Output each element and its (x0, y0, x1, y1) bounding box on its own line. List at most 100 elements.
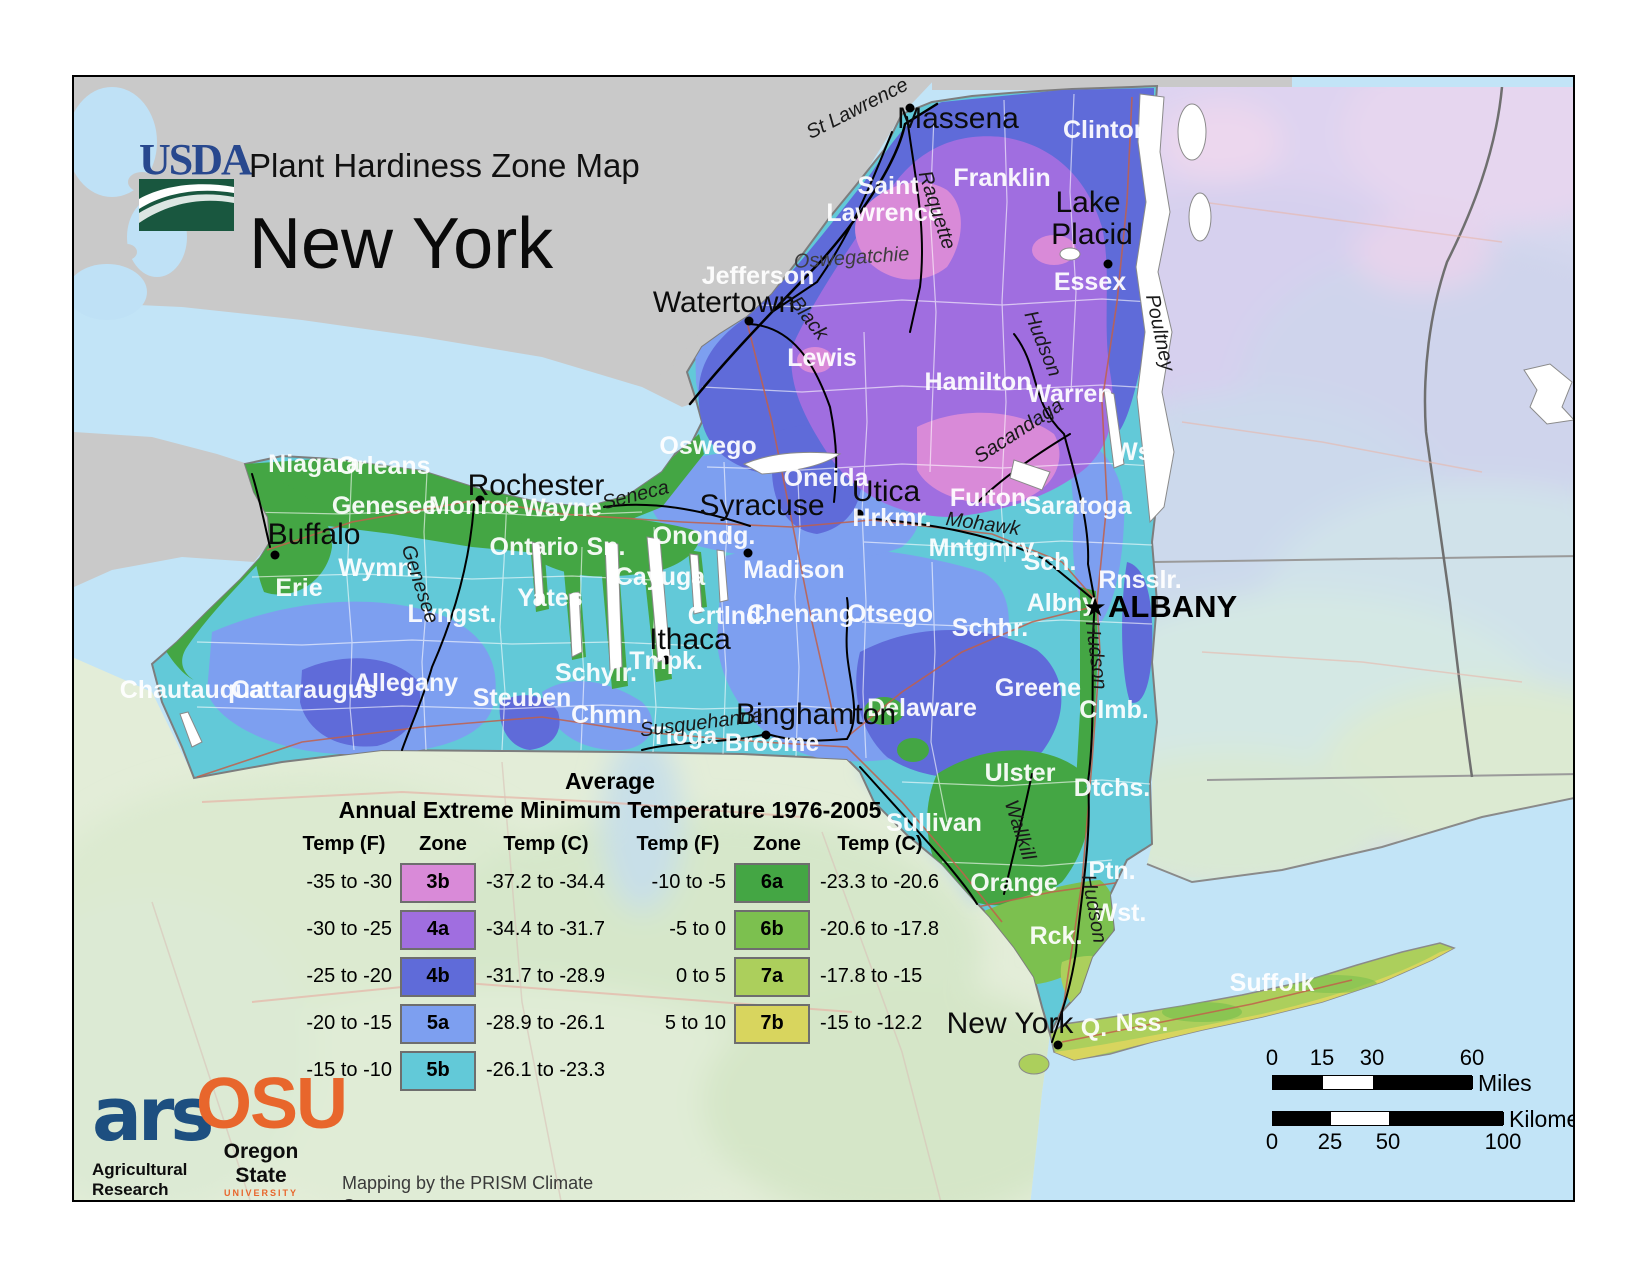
legend-temp-c: -31.7 to -28.9 (486, 965, 605, 987)
city-dot-rochester (475, 495, 485, 505)
county-label-cayuga: Cayuga (615, 563, 706, 591)
legend-title-line1: Average (565, 768, 655, 794)
county-label-saratoga: Saratoga (1025, 492, 1133, 520)
scale-tick-kilometers-25: 25 (1317, 1129, 1343, 1154)
legend-row-zone-7a: 0 to 5 7a -17.8 to -15 (622, 953, 940, 1000)
legend-swatch-6a: 6a (734, 862, 810, 903)
scale-label-kilometers: Kilometers (1509, 1106, 1573, 1132)
scale-bar-track (1272, 1075, 1473, 1090)
county-label-tioga: Tioga (651, 722, 718, 750)
legend-temp-f: 0 to 5 (675, 965, 726, 987)
county-label-genesee: Genesee (332, 492, 436, 520)
county-label-monroe: Monroe (429, 492, 519, 520)
city-label-placid: Placid (1051, 218, 1133, 251)
legend-swatch-7b: 7b (734, 1003, 810, 1044)
ars-line-3: Service (92, 1199, 187, 1200)
scale-bar-track (1272, 1111, 1504, 1126)
connecticut-coastline (1146, 797, 1573, 884)
city-label-new-york: New York (947, 1007, 1075, 1040)
county-label-suffolk: Suffolk (1230, 969, 1315, 997)
legend-swatch-7a: 7a (734, 956, 810, 997)
city-dot-watertown (744, 316, 754, 326)
county-label-greene: Greene (995, 674, 1081, 702)
county-label-orange: Orange (970, 869, 1058, 897)
county-label-oswego: Oswego (659, 432, 756, 460)
legend-swatch-5b: 5b (400, 1050, 476, 1091)
legend-row-zone-5a: -20 to -15 5a -28.9 to -26.1 (288, 1000, 606, 1047)
legend-title-line2: Annual Extreme Minimum Temperature 1976-… (338, 796, 882, 823)
county-label-lvngst: Lvngst. (408, 600, 497, 628)
county-label-delaware: Delaware (867, 694, 977, 722)
rivers (251, 102, 1096, 1043)
county-label-wst: Wst. (1094, 899, 1147, 927)
legend-column-right: Temp (F) Zone Temp (C) -10 to -5 6a -23.3 to … (622, 829, 940, 1047)
city-label-syracuse: Syracuse (699, 489, 824, 522)
county-label-crtlnd: Crtlnd. (688, 602, 769, 630)
legend-temp-c: -23.3 to -20.6 (820, 871, 939, 893)
county-label-schhr: Schhr. (952, 614, 1028, 642)
county-label-franklin: Franklin (953, 164, 1050, 192)
legend-row-zone-6b: -5 to 0 6b -20.6 to -17.8 (622, 906, 940, 953)
city-dots-layer (270, 103, 1113, 1050)
county-label-clinton: Clinton (1063, 116, 1149, 144)
city-label-lake: Lake (1055, 186, 1120, 219)
county-label-ontario: Ontario (490, 533, 579, 561)
legend-row-zone-7b: 5 to 10 7b -15 to -12.2 (622, 1000, 940, 1047)
mapping-credit: Mapping by the PRISM Climate Group Orego… (342, 1172, 644, 1200)
osu-wordmark: OSU (196, 1064, 348, 1144)
ars-name: Agricultural Research Service (92, 1160, 188, 1200)
county-label-broome: Broome (725, 729, 820, 757)
scale-tick-miles-15: 15 (1309, 1045, 1335, 1070)
legend-temp-c: -28.9 to -26.1 (486, 1012, 605, 1034)
legend-temp-c: -26.1 to -23.3 (486, 1059, 605, 1081)
county-label-fulton: Fulton (950, 484, 1026, 512)
usda-green-swoosh-icon (139, 179, 234, 232)
city-label-watertown: Watertown (653, 286, 795, 319)
county-label-hrkmr: Hrkmr. (852, 504, 931, 532)
legend: Average Annual Extreme Minimum Temperatu… (270, 767, 950, 1091)
legend-header-temp-f: Temp (F) (302, 832, 386, 855)
county-label-clmb: Clmb. (1079, 696, 1148, 724)
star-label-: ★ (1083, 592, 1106, 622)
scale-tick-kilometers-50: 50 (1375, 1129, 1401, 1154)
scale-bar-segment (1273, 1076, 1323, 1089)
county-label-wymn: Wymn. (338, 554, 420, 582)
ars-logo-icon: ars (92, 1072, 215, 1158)
scale-tick-kilometers-100: 100 (1484, 1129, 1522, 1154)
county-label-allegany: Allegany (354, 669, 458, 697)
county-label-warren: Warren (1027, 380, 1112, 408)
city-label-massena: Massena (897, 102, 1019, 135)
county-label-niagara: Niagara (268, 450, 361, 478)
county-label-sch: Sch. (1024, 548, 1077, 576)
scale-label-miles: Miles (1478, 1070, 1532, 1096)
scale-bar-segment (1273, 1112, 1331, 1125)
ars-line-1: Agricultural (92, 1160, 188, 1179)
legend-temp-c: -15 to -12.2 (820, 1012, 923, 1034)
city-dot-lake-placid (1103, 259, 1113, 269)
county-label-wsh: Wsh. (1114, 438, 1174, 466)
capital-label-albany: ALBANY (1108, 589, 1237, 624)
legend-header-zone: Zone (753, 832, 801, 855)
county-label-hamilton: Hamilton (925, 368, 1032, 396)
county-label-yates: Yates (517, 584, 582, 612)
county-label-mntgmry: Mntgmry. (929, 534, 1040, 562)
county-label-nss: Nss. (1116, 1009, 1169, 1037)
scale-bar-segment (1323, 1076, 1373, 1089)
county-label-sullivan: Sullivan (886, 809, 982, 837)
county-label-tmpk: Tmpk. (629, 647, 703, 675)
scale-bar-segment (1331, 1112, 1389, 1125)
city-dot-syracuse (743, 548, 753, 558)
osu-logo: OSU Oregon State UNIVERSITY (196, 1064, 348, 1199)
county-label-ptn: Ptn. (1088, 857, 1135, 885)
legend-temp-f: -10 to -5 (651, 871, 726, 893)
county-label-dtchs: Dtchs. (1074, 774, 1150, 802)
legend-temp-c: -37.2 to -34.4 (486, 871, 605, 893)
scale-bar-miles: 0 15 30 60 Miles (1182, 1045, 1573, 1103)
city-label-binghamton: Binghamton (736, 698, 896, 731)
osu-university: UNIVERSITY (223, 1188, 298, 1199)
county-label-madison: Madison (743, 556, 844, 584)
